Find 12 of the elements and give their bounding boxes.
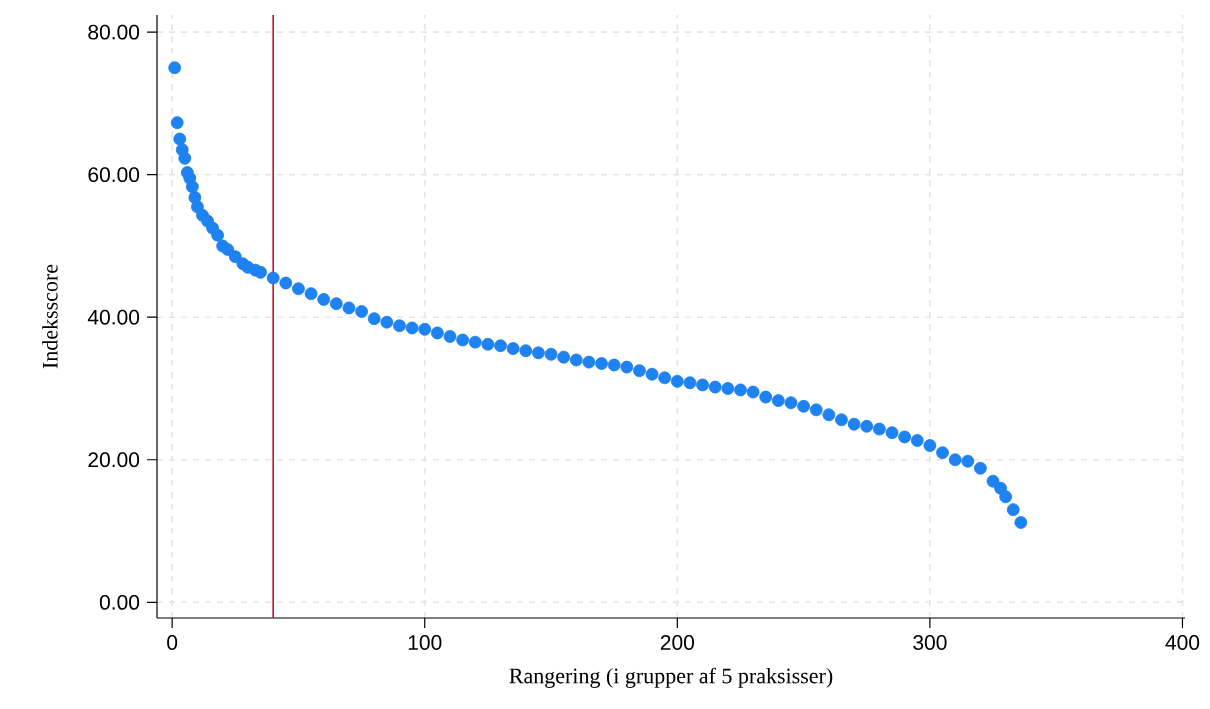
y-tick-label: 0.00 bbox=[99, 594, 140, 610]
x-tick-label: 100 bbox=[408, 635, 442, 650]
y-tick-label: 20.00 bbox=[88, 452, 140, 468]
x-tick-label: 400 bbox=[1165, 635, 1200, 650]
x-axis-title: Rangering (i grupper af 5 praksisser) bbox=[509, 667, 833, 688]
y-axis-title: Indeksscore bbox=[42, 264, 58, 369]
y-tick-label: 80.00 bbox=[88, 24, 140, 40]
x-tick-label: 300 bbox=[913, 635, 947, 650]
x-tick-label: 200 bbox=[660, 635, 694, 650]
y-tick-label: 40.00 bbox=[87, 309, 140, 325]
x-tick-label: 0 bbox=[167, 635, 178, 650]
y-tick-label: 60.00 bbox=[88, 167, 140, 183]
